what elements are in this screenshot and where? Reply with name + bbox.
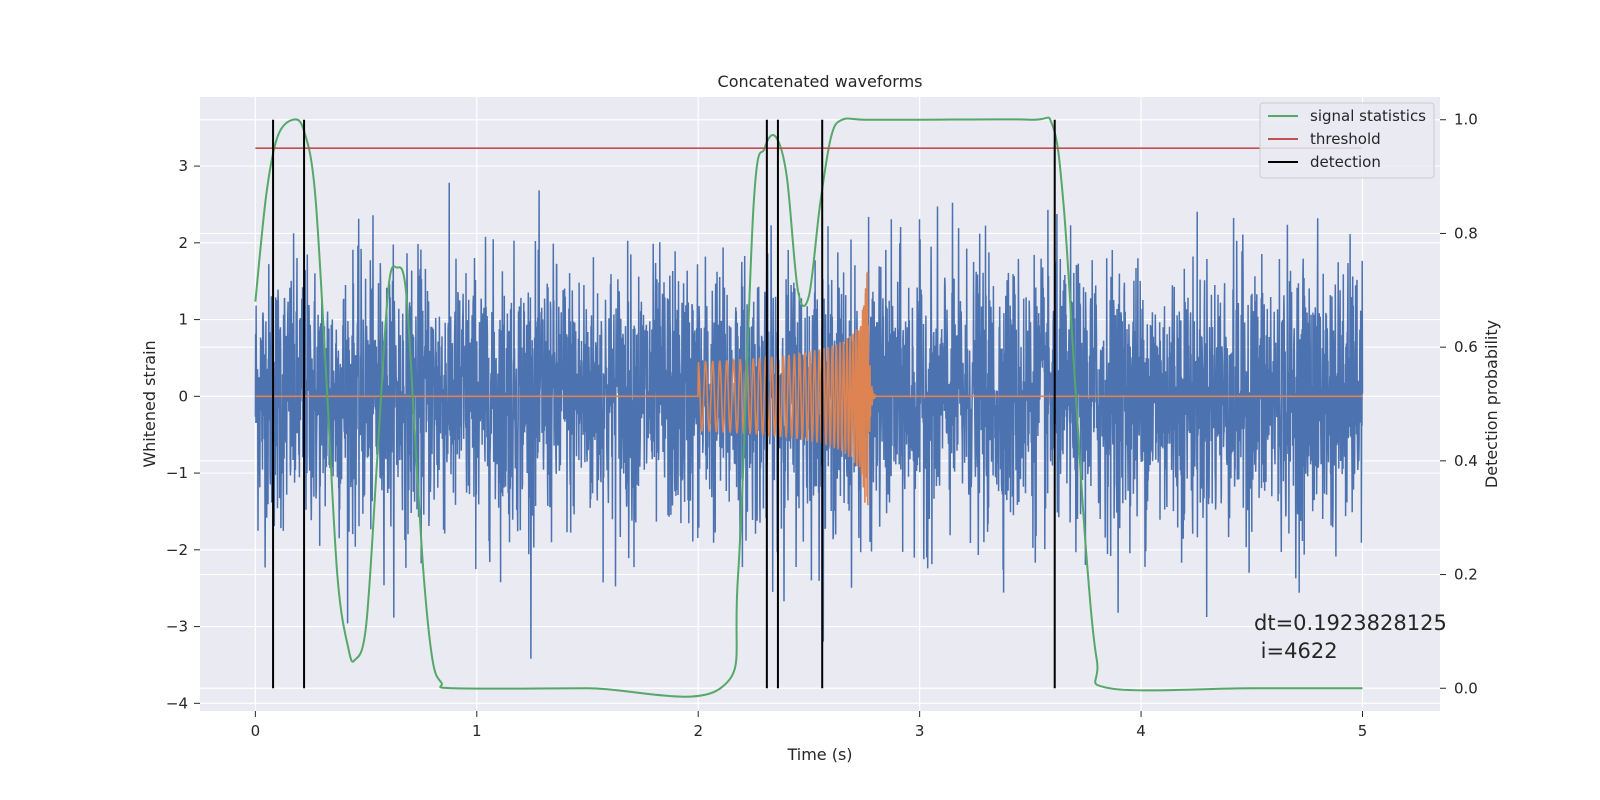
chart-title: Concatenated waveforms xyxy=(718,72,923,91)
annotation-dt: dt=0.1923828125 xyxy=(1254,611,1447,635)
signal-statistics-line xyxy=(254,116,1363,698)
template-line xyxy=(255,271,1363,506)
signal-statistics-series xyxy=(254,116,1363,698)
x-tick-label: 0 xyxy=(251,722,261,740)
legend-entry-detection: detection xyxy=(1310,153,1381,171)
legend-entry-signal-statistics: signal statistics xyxy=(1310,107,1426,125)
y-tick-label: −2 xyxy=(166,541,188,559)
detection-series xyxy=(272,119,1056,689)
y-tick-label: 0 xyxy=(178,387,188,405)
legend-entry-threshold: threshold xyxy=(1310,130,1381,148)
y-tick-label: 3 xyxy=(178,157,188,175)
y-right-tick-label: 1.0 xyxy=(1454,111,1478,129)
y-tick-label: 1 xyxy=(178,311,188,329)
legend: signal statistics threshold detection xyxy=(1259,102,1435,179)
y-right-tick-label: 0.8 xyxy=(1454,224,1478,242)
x-axis-label: Time (s) xyxy=(786,745,852,764)
x-tick-label: 1 xyxy=(472,722,482,740)
y-tick-label: −4 xyxy=(166,694,188,712)
x-ticks: 0 1 2 3 4 5 xyxy=(251,711,1368,740)
y-axis-label-left: Whitened strain xyxy=(140,340,159,467)
annotation-i: i=4622 xyxy=(1254,639,1338,663)
legend-box xyxy=(1259,102,1435,179)
y-right-tick-label: 0.4 xyxy=(1454,452,1478,470)
y-tick-label: −1 xyxy=(166,464,188,482)
y-right-tick-label: 0.6 xyxy=(1454,338,1478,356)
y-ticks-left: −4 −3 −2 −1 0 1 2 3 xyxy=(166,157,200,712)
template-series xyxy=(255,271,1363,506)
y-ticks-right: 0.0 0.2 0.4 0.6 0.8 1.0 xyxy=(1440,111,1478,697)
x-tick-label: 5 xyxy=(1358,722,1368,740)
y-right-tick-label: 0.2 xyxy=(1454,566,1478,584)
x-tick-label: 3 xyxy=(915,722,925,740)
y-tick-label: 2 xyxy=(178,234,188,252)
y-right-tick-label: 0.0 xyxy=(1454,679,1478,697)
y-tick-label: −3 xyxy=(166,618,188,636)
x-tick-label: 2 xyxy=(693,722,703,740)
y-axis-label-right: Detection probability xyxy=(1482,320,1501,488)
x-tick-label: 4 xyxy=(1136,722,1146,740)
